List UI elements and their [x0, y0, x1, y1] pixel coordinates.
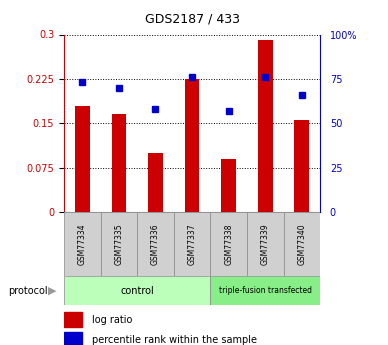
Text: control: control: [120, 286, 154, 296]
Bar: [64, 276, 210, 305]
Text: GSM77339: GSM77339: [261, 223, 270, 265]
Bar: [64, 212, 100, 276]
Text: GSM77340: GSM77340: [297, 223, 306, 265]
Bar: [294, 120, 309, 212]
Bar: [284, 212, 320, 276]
Bar: [221, 159, 236, 212]
Bar: [100, 212, 137, 276]
Bar: [64, 332, 82, 345]
Bar: [112, 115, 126, 212]
Text: protocol: protocol: [8, 286, 47, 296]
Bar: [247, 212, 284, 276]
Text: GSM77334: GSM77334: [78, 223, 87, 265]
Text: log ratio: log ratio: [92, 315, 133, 325]
Bar: [258, 40, 272, 212]
Text: GDS2187 / 433: GDS2187 / 433: [145, 12, 239, 25]
Text: GSM77335: GSM77335: [114, 223, 123, 265]
Bar: [174, 212, 210, 276]
Text: GSM77338: GSM77338: [224, 223, 233, 265]
Bar: [185, 79, 199, 212]
Text: triple-fusion transfected: triple-fusion transfected: [219, 286, 312, 295]
Text: ▶: ▶: [48, 286, 56, 296]
Bar: [75, 106, 90, 212]
Text: GSM77336: GSM77336: [151, 223, 160, 265]
Bar: [210, 212, 247, 276]
Bar: [148, 153, 163, 212]
Bar: [210, 276, 320, 305]
Bar: [137, 212, 174, 276]
Text: GSM77337: GSM77337: [187, 223, 197, 265]
Text: percentile rank within the sample: percentile rank within the sample: [92, 335, 257, 345]
Bar: [64, 312, 82, 327]
